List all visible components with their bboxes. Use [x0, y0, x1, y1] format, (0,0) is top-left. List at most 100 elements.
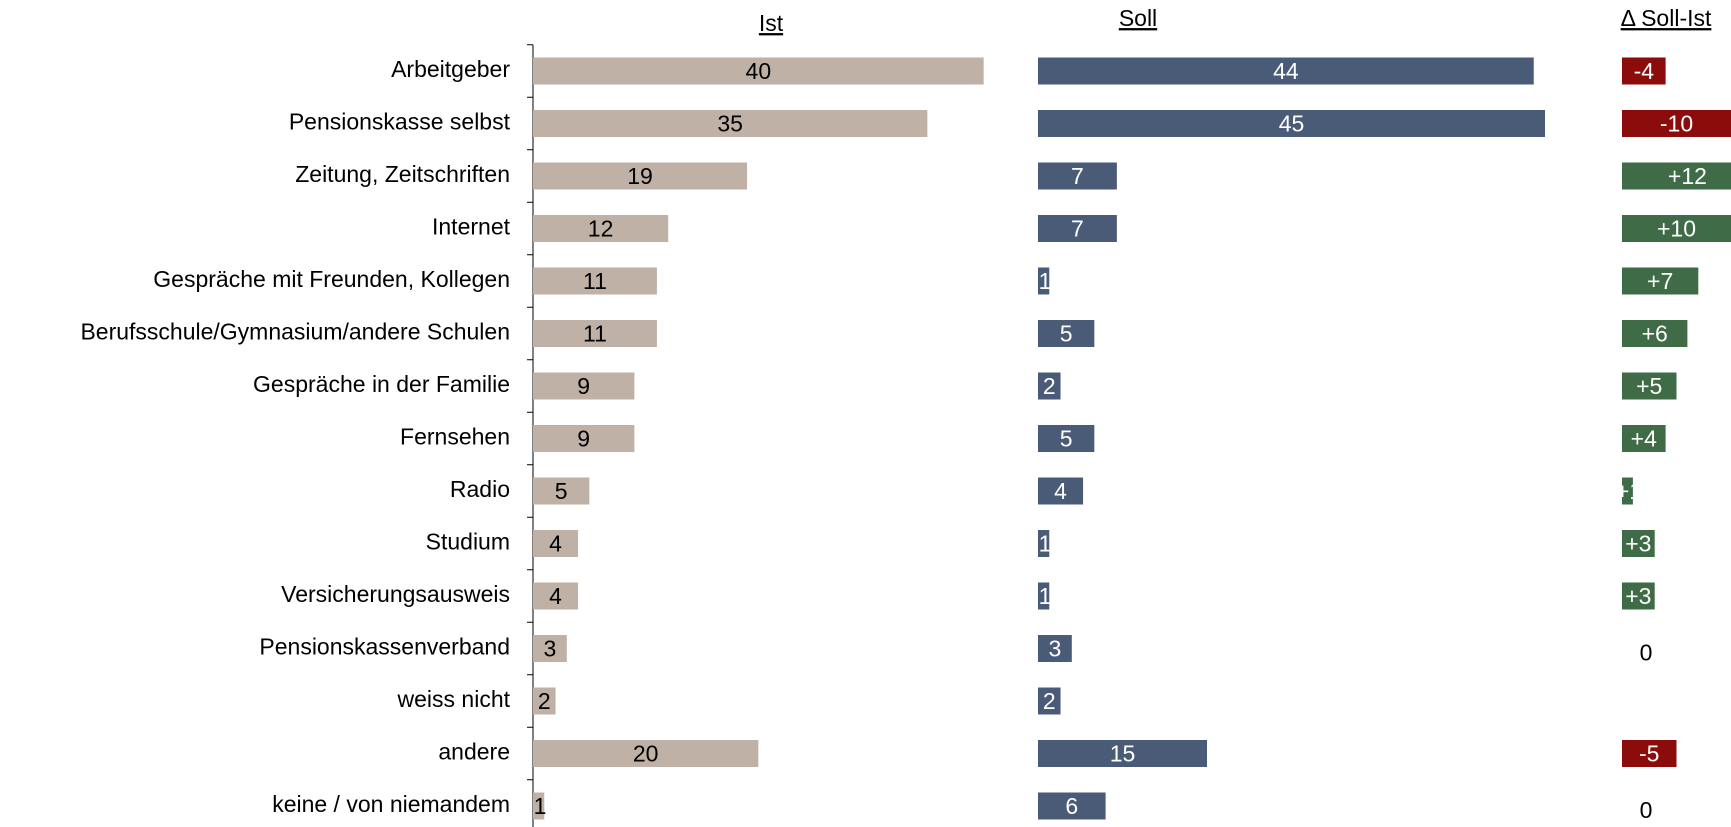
- value-label: 11: [583, 321, 607, 347]
- category-label: Radio: [450, 476, 510, 502]
- value-label: 7: [1071, 216, 1084, 242]
- bar: [1622, 425, 1666, 452]
- value-label: 5: [555, 478, 568, 504]
- value-label: 6: [1065, 793, 1078, 819]
- value-label: 40: [746, 58, 772, 84]
- value-label: 1: [534, 793, 547, 819]
- bar: [1038, 687, 1061, 715]
- value-label: +7: [1647, 268, 1673, 294]
- bar: [533, 530, 579, 557]
- category-label: Internet: [432, 214, 511, 240]
- value-label: 1: [1039, 531, 1052, 557]
- value-label: +4: [1631, 426, 1657, 452]
- bar: [533, 57, 984, 85]
- bar: [1038, 57, 1534, 85]
- value-label: 45: [1279, 111, 1305, 137]
- category-label: Arbeitgeber: [391, 56, 510, 82]
- bar: [1038, 372, 1061, 400]
- value-label: +1: [1616, 478, 1642, 504]
- bar: [533, 162, 748, 190]
- panel-title: Ist: [759, 10, 784, 36]
- category-label: Pensionskasse selbst: [289, 109, 511, 135]
- bar: [1038, 740, 1207, 767]
- category-label: Fernsehen: [400, 424, 510, 450]
- category-label: Berufsschule/Gymnasium/andere Schulen: [80, 319, 510, 345]
- bar: [1622, 267, 1699, 295]
- category-label: Versicherungsausweis: [281, 581, 510, 607]
- bar: [1622, 215, 1731, 242]
- value-label: +10: [1657, 216, 1696, 242]
- category-label: Pensionskassenverband: [259, 634, 510, 660]
- value-label: 2: [1043, 688, 1056, 714]
- value-label: +12: [1668, 163, 1707, 189]
- bar: [533, 687, 556, 715]
- bar: [1622, 477, 1633, 505]
- value-label: +3: [1625, 583, 1651, 609]
- value-label: 5: [1060, 426, 1073, 452]
- value-label: 12: [588, 216, 614, 242]
- bar: [1622, 162, 1731, 190]
- value-label: 2: [538, 688, 551, 714]
- bar: [533, 740, 759, 767]
- bar: [1622, 57, 1666, 85]
- value-label: -10: [1660, 111, 1693, 137]
- bar: [533, 425, 635, 452]
- bar: [533, 582, 579, 610]
- value-label: +3: [1625, 531, 1651, 557]
- value-label: 20: [633, 741, 659, 767]
- category-label: keine / von niemandem: [272, 791, 510, 817]
- bar: [1038, 477, 1084, 505]
- value-label: 2: [1043, 373, 1056, 399]
- value-label: 9: [577, 373, 590, 399]
- bar: [1622, 740, 1677, 767]
- value-label: 5: [1060, 321, 1073, 347]
- bar: [1622, 110, 1731, 137]
- value-label: 4: [1054, 478, 1067, 504]
- category-label: Studium: [426, 529, 510, 555]
- bar: [533, 215, 669, 242]
- value-label: 35: [717, 111, 743, 137]
- bar: [533, 792, 545, 820]
- value-label: 3: [1049, 636, 1062, 662]
- value-label: 9: [577, 426, 590, 452]
- value-label: 4: [549, 583, 562, 609]
- value-label: 11: [583, 268, 607, 294]
- panel-title: Δ Soll-Ist: [1621, 5, 1712, 31]
- category-label: Gespräche in der Familie: [253, 371, 510, 397]
- value-label: 0: [1640, 640, 1653, 666]
- bar: [533, 110, 928, 137]
- bar: [533, 267, 657, 295]
- bar: [533, 635, 567, 662]
- value-label: 15: [1110, 741, 1136, 767]
- bar: [1038, 635, 1072, 662]
- value-label: 1: [1039, 268, 1052, 294]
- bar: [533, 477, 590, 505]
- bar: [1038, 162, 1117, 190]
- value-label: 0: [1640, 797, 1653, 823]
- bar: [1622, 582, 1655, 610]
- value-label: 44: [1273, 58, 1299, 84]
- bar: [1038, 792, 1106, 820]
- value-label: +5: [1636, 373, 1662, 399]
- value-label: 7: [1071, 163, 1084, 189]
- bar: [1622, 530, 1655, 557]
- category-label: andere: [438, 739, 510, 765]
- bar: [533, 372, 635, 400]
- plot: Arbeitgeber Pensionskasse selbst Zeitung, …: [80, 5, 1731, 827]
- value-label: 1: [1039, 583, 1052, 609]
- bar: [1622, 320, 1688, 347]
- bar: [1622, 372, 1677, 400]
- bar: [1038, 582, 1050, 610]
- panel-title: Soll: [1119, 5, 1157, 31]
- category-label: weiss nicht: [397, 686, 511, 712]
- bar: [1038, 215, 1117, 242]
- bar: [1038, 267, 1050, 295]
- value-label: +6: [1642, 321, 1668, 347]
- value-label: 3: [544, 636, 557, 662]
- category-label: Gespräche mit Freunden, Kollegen: [153, 266, 510, 292]
- value-label: 4: [549, 531, 562, 557]
- value-label: 19: [627, 163, 653, 189]
- bar: [533, 320, 657, 347]
- bar: [1038, 110, 1545, 137]
